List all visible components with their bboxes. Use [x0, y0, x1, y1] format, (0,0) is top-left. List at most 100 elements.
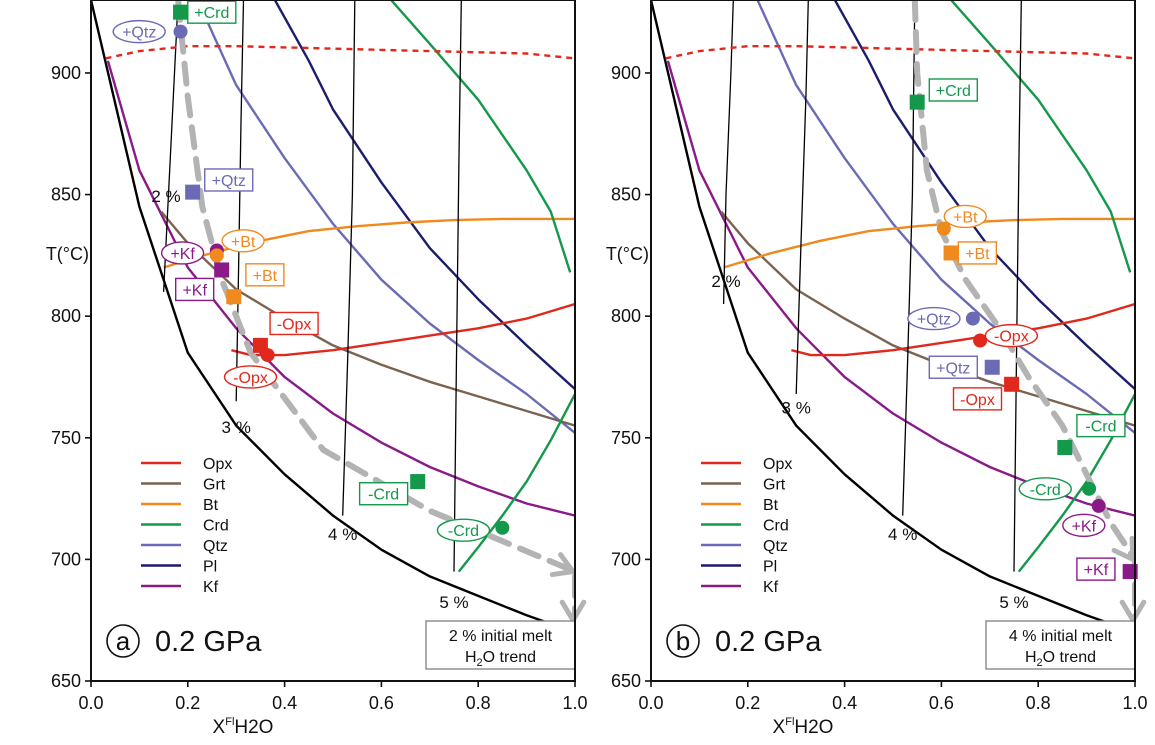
- label-box: [928, 78, 978, 102]
- trend-box-line1: 2 % initial melt: [449, 628, 553, 645]
- label-box: [1076, 413, 1126, 438]
- y-tick-label: 900: [51, 63, 81, 83]
- trend-box-line2: H2O trend: [1025, 649, 1096, 669]
- label-ellipse: [436, 518, 491, 542]
- pressure-label: 0.2 GPa: [155, 626, 262, 658]
- mineral-label: -Crd: [1085, 419, 1116, 436]
- melt-label: 2 %: [711, 272, 740, 291]
- curve-liquidus: [665, 45, 1135, 60]
- marker-square: [984, 359, 1000, 375]
- marker-circle: [973, 333, 988, 348]
- mineral-label: +Qtz: [212, 173, 246, 190]
- mineral-label: -Crd: [448, 523, 479, 540]
- legend-label: Pl: [763, 559, 777, 576]
- marker-square: [226, 289, 242, 305]
- x-axis-label: XFlH2O: [773, 716, 834, 738]
- marker-circle: [209, 248, 224, 263]
- label-ellipse: [1018, 477, 1072, 501]
- legend-label: Opx: [763, 456, 792, 473]
- x-tick-label: 0.4: [272, 693, 297, 713]
- label-ellipse: [907, 306, 961, 331]
- mineral-label: +Kf: [1084, 562, 1109, 579]
- label-box: [1076, 557, 1116, 581]
- legend-label: Grt: [203, 477, 226, 494]
- curve-Bt: [723, 217, 1135, 269]
- x-tick-label: 0.8: [1026, 693, 1051, 713]
- label-ellipse: [1062, 513, 1106, 538]
- label-box: [358, 482, 409, 506]
- marker-square: [1004, 376, 1020, 392]
- mineral-label: +Crd: [194, 5, 229, 22]
- curve-solidus: [91, 0, 575, 634]
- x-tick-label: 0.2: [175, 693, 200, 713]
- mineral-label: +Bt: [253, 268, 278, 285]
- mineral-label: -Opx: [960, 392, 995, 409]
- panel-a: 2 % 3 % 4 % 5 % +Crd +Qtz +Qtz +Bt +Kf +Bt +Kf -Opx…: [46, 0, 588, 738]
- curve-Opx: [791, 302, 1135, 357]
- x-tick-label: 0.0: [638, 693, 663, 713]
- curve-Qtz: [196, 0, 575, 434]
- marker-square: [943, 245, 959, 261]
- mineral-label: +Qtz: [122, 25, 156, 42]
- axes-frame: [90, 0, 576, 682]
- marker-square: [214, 262, 230, 278]
- trend-arrow-down: [559, 599, 587, 623]
- mineral-label: -Opx: [233, 370, 268, 387]
- y-tick-label: 850: [51, 185, 81, 205]
- mineral-label: +Bt: [965, 246, 990, 263]
- y-tick-label: 850: [611, 185, 641, 205]
- label-ellipse: [943, 204, 987, 229]
- y-axis-label: T(°C): [46, 244, 89, 264]
- label-box: [957, 241, 998, 265]
- label-box: [928, 355, 978, 379]
- curve-Pl: [273, 0, 575, 390]
- marker-circle: [173, 24, 188, 39]
- mineral-label: -Crd: [368, 487, 399, 504]
- curve-melt-2: [722, 0, 734, 305]
- label-box: [187, 0, 237, 24]
- marker-circle: [495, 520, 510, 535]
- curve-Qtz: [756, 0, 1135, 434]
- mineral-label: +Qtz: [936, 360, 970, 377]
- legend-label: Crd: [203, 518, 229, 535]
- legend-label: Crd: [763, 518, 789, 535]
- x-tick-label: 0.0: [78, 693, 103, 713]
- label-box: [952, 387, 1003, 411]
- x-axis-label: XFlH2O: [213, 716, 274, 738]
- mineral-label: +Bt: [231, 234, 256, 251]
- y-tick-label: 800: [611, 306, 641, 326]
- mineral-label: +Qtz: [917, 312, 951, 329]
- y-axis-label: T(°C): [606, 244, 649, 264]
- marker-circle: [260, 348, 275, 363]
- mineral-label: -Crd: [1030, 482, 1061, 499]
- marker-circle: [965, 311, 980, 326]
- melt-label: 2 %: [151, 187, 180, 206]
- label-ellipse: [984, 323, 1039, 348]
- curve-solidus: [651, 0, 1135, 634]
- trend-box-line1: 4 % initial melt: [1009, 628, 1113, 645]
- melt-label: 5 %: [439, 593, 468, 612]
- melt-label: 3 %: [782, 398, 811, 417]
- melt-label: 4 %: [328, 525, 357, 544]
- y-tick-label: 750: [611, 428, 641, 448]
- curve-melt-2: [162, 0, 179, 292]
- x-tick-label: 0.8: [466, 693, 491, 713]
- curve-Pl: [833, 0, 1135, 390]
- label-ellipse: [221, 229, 265, 253]
- legend-label: Qtz: [203, 538, 228, 555]
- trend-arrow-right: [549, 552, 576, 578]
- melt-label: 5 %: [999, 593, 1028, 612]
- label-ellipse: [223, 365, 278, 389]
- x-tick-label: 0.2: [735, 693, 760, 713]
- y-tick-label: 700: [611, 549, 641, 569]
- curve-melt-4: [902, 0, 916, 516]
- panel-letter-circle: [106, 624, 140, 658]
- x-tick-label: 1.0: [562, 693, 587, 713]
- mineral-label: +Kf: [170, 246, 195, 263]
- y-tick-label: 650: [611, 671, 641, 691]
- legend-label: Kf: [763, 579, 779, 596]
- mineral-label: +Bt: [953, 209, 978, 226]
- y-tick-label: 800: [51, 306, 81, 326]
- curve-Grt: [160, 210, 575, 427]
